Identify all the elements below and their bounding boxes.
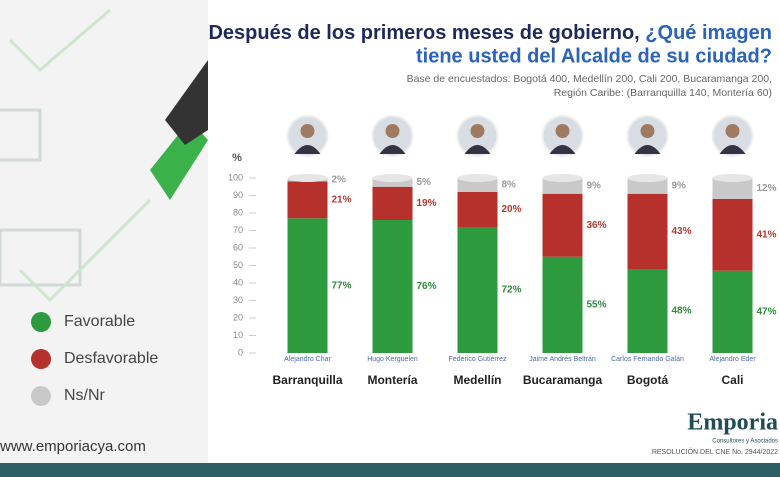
value-label: 20% [502,204,522,215]
value-label: 55% [587,300,607,311]
avatar-head [640,124,655,138]
value-label: 43% [672,226,692,237]
y-tick-label: 10 [233,330,243,340]
bar-segment [457,227,498,353]
website: www.emporiacya.com [0,438,146,455]
x-tick-label: Cali [721,373,743,387]
value-label: 12% [757,183,777,194]
bar-segment [712,199,753,271]
y-tick-label: 30 [233,295,243,305]
value-label: 72% [502,285,522,296]
y-tick-label: 90 [233,190,243,200]
y-tick-label: 70 [233,225,243,235]
x-tick-label: Medellín [453,373,501,387]
value-label: 48% [672,306,692,317]
bar-segment [287,181,328,219]
person-name: Federico Gutiérrez [449,356,507,363]
x-tick-label: Montería [367,373,417,387]
value-label: 19% [417,198,437,209]
value-label: 5% [417,177,432,188]
bar-segment [457,192,498,227]
value-label: 2% [332,174,347,185]
value-label: 36% [587,220,607,231]
person-name: Carlos Fernando Galán [611,356,684,363]
title-part: ¿Qué imagen [645,22,772,44]
avatar-body [464,145,491,154]
avatar-head [470,124,485,138]
person-name: Jaime Andrés Beltrán [529,356,596,363]
brand: Emporia [687,410,778,436]
title-part: Después de los primeros meses de gobiern… [208,22,639,44]
y-tick-label: 50 [233,260,243,270]
bar-top [627,174,668,182]
resolution: RESOLUCIÓN DEL CNE No. 2944/2022 [652,447,778,456]
bar-segment [712,178,753,199]
x-tick-label: Bucaramanga [523,373,603,387]
bar-segment [542,193,583,257]
legend-swatch [31,386,51,406]
x-tick-label: Barranquilla [272,373,342,387]
bar-top [457,174,498,182]
value-label: 77% [332,280,352,291]
legend-swatch [31,349,51,369]
tagline: Consultores y Asociados [712,439,778,445]
avatar-body [634,145,661,154]
legend-label: Favorable [64,313,135,330]
bar-segment [627,193,668,269]
bar-top [372,174,413,182]
legend-label: Desfavorable [64,350,158,367]
bar-segment [542,256,583,353]
y-tick-label: 40 [233,277,243,287]
y-tick-label: 20 [233,312,243,322]
y-tick-label: 0 [238,347,243,357]
value-label: 41% [757,230,777,241]
bar-top [287,174,328,182]
bar-segment [627,269,668,353]
bar-segment [542,178,583,194]
avatar-body [549,145,576,154]
bar-top [542,174,583,182]
value-label: 8% [502,180,517,191]
bar-segment [457,178,498,192]
bar-segment [372,186,413,220]
legend-label: Ns/Nr [64,387,106,404]
bar-segment [712,270,753,353]
bar-segment [627,178,668,194]
avatar-head [300,124,315,138]
bar-segment [372,178,413,187]
chart-title: tiene usted del Alcalde de su ciudad? [416,45,772,67]
bar-segment [287,218,328,353]
value-label: 21% [332,195,352,206]
avatar-head [385,124,400,138]
y-tick-label: 80 [233,207,243,217]
avatar-body [294,145,321,154]
person-name: Hugo Kerguelen [367,356,418,363]
y-tick-label: 100 [228,172,243,182]
y-axis-label: % [232,152,242,164]
value-label: 9% [672,181,687,192]
avatar-body [719,145,746,154]
person-name: Alejandro Char [284,356,331,363]
avatar-body [379,145,406,154]
y-tick-label: 60 [233,242,243,252]
subtitle: Región Caribe: (Barranquilla 140, Monter… [554,87,772,99]
legend-swatch [31,312,51,332]
bar-top [712,174,753,182]
x-tick-label: Bogotá [627,373,669,387]
subtitle: Base de encuestados: Bogotá 400, Medellí… [407,73,772,85]
value-label: 9% [587,181,602,192]
person-name: Alejandro Eder [709,356,756,363]
value-label: 76% [417,281,437,292]
value-label: 47% [757,307,777,318]
chart-title: Después de los primeros meses de gobiern… [208,22,772,44]
avatar-head [725,124,740,138]
bar-segment [372,220,413,353]
avatar-head [555,124,570,138]
